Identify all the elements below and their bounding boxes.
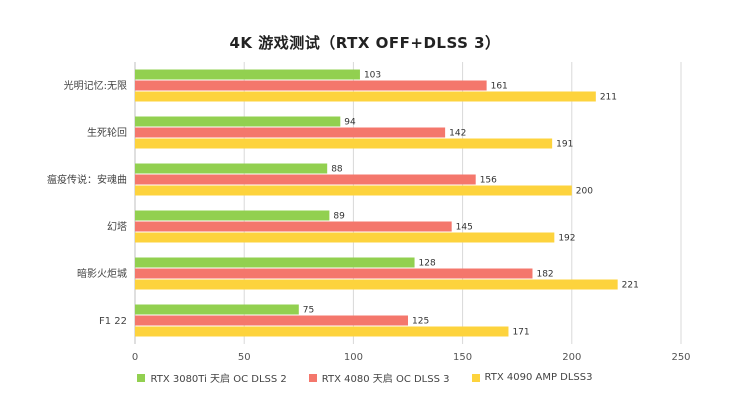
bar-s2-c4 (135, 279, 618, 290)
bar-s0-c2 (135, 163, 328, 174)
category-label: F1 22 (99, 316, 127, 327)
bar-s2-c1 (135, 138, 553, 149)
legend-item-4080: RTX 4080 天启 OC DLSS 3 (308, 370, 450, 385)
legend: RTX 3080Ti 天启 OC DLSS 2 RTX 4080 天启 OC D… (0, 370, 730, 385)
bar-s0-c5 (135, 304, 299, 315)
bar-s1-c4 (135, 268, 533, 279)
category-label: 幻塔 (107, 220, 127, 233)
category-label: 光明记忆:无限 (64, 79, 127, 92)
legend-item-4090: RTX 4090 AMP DLSS3 (471, 370, 593, 385)
bar-s1-c3 (135, 221, 452, 232)
x-tick-label-0: 0 (132, 352, 138, 363)
legend-label-3080ti: RTX 3080Ti 天启 OC DLSS 2 (150, 374, 287, 385)
legend-label-4090: RTX 4090 AMP DLSS3 (484, 372, 593, 383)
x-tick-label-100: 100 (344, 352, 363, 363)
category-label: 瘟疫传说：安魂曲 (47, 173, 127, 186)
bar-s2-c3 (135, 232, 555, 243)
data-label-s2-c5: 171 (512, 328, 529, 338)
data-label-s1-c4: 182 (536, 270, 553, 280)
legend-item-3080ti: RTX 3080Ti 天启 OC DLSS 2 (137, 370, 287, 385)
bar-s2-c0 (135, 91, 596, 102)
data-label-s0-c5: 75 (303, 306, 314, 316)
data-label-s1-c2: 156 (480, 176, 497, 186)
bar-s1-c2 (135, 174, 476, 185)
data-label-s0-c0: 103 (364, 71, 381, 81)
category-label: 生死轮回 (87, 126, 127, 139)
data-label-s0-c1: 94 (344, 118, 356, 128)
chart-title: 4K 游戏测试（RTX OFF+DLSS 3） (229, 34, 501, 52)
x-tick-label-150: 150 (453, 352, 472, 363)
legend-swatch-green (137, 373, 146, 382)
data-label-s0-c4: 128 (419, 259, 436, 269)
bar-s1-c1 (135, 127, 446, 138)
bar-s0-c4 (135, 257, 415, 268)
x-tick-label-50: 50 (238, 352, 251, 363)
x-tick-label-250: 250 (671, 352, 690, 363)
legend-swatch-red (308, 373, 317, 382)
bar-s0-c0 (135, 69, 360, 80)
x-tick-label-200: 200 (562, 352, 581, 363)
data-label-s2-c3: 192 (558, 234, 575, 244)
data-label-s0-c2: 88 (331, 165, 343, 175)
data-label-s1-c0: 161 (491, 82, 508, 92)
data-label-s2-c2: 200 (576, 187, 593, 197)
legend-label-4080: RTX 4080 天启 OC DLSS 3 (321, 374, 450, 385)
bar-s0-c3 (135, 210, 330, 221)
data-label-s2-c1: 191 (556, 140, 573, 150)
data-label-s1-c1: 142 (449, 129, 466, 139)
data-label-s2-c4: 221 (622, 281, 639, 291)
bar-s1-c5 (135, 315, 408, 326)
data-label-s1-c3: 145 (456, 223, 473, 233)
bar-s2-c5 (135, 326, 509, 337)
bar-s0-c1 (135, 116, 341, 127)
bar-s1-c0 (135, 80, 487, 91)
data-label-s2-c0: 211 (600, 93, 617, 103)
legend-swatch-yellow (471, 373, 480, 382)
category-label: 暗影火炬城 (77, 267, 127, 280)
data-label-s1-c5: 125 (412, 317, 429, 327)
bar-s2-c2 (135, 185, 572, 196)
data-label-s0-c3: 89 (333, 212, 345, 222)
